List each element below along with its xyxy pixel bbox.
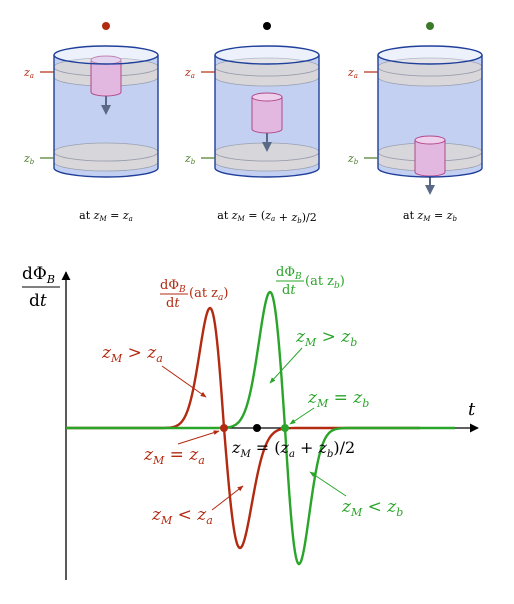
- caption: at zM = za: [79, 209, 133, 223]
- zb-label: zb: [23, 152, 35, 166]
- green-zero-dot: [281, 424, 289, 432]
- svg-text:zM = zb: zM = zb: [307, 388, 369, 410]
- cylinder-3: za zb at zM = zb: [347, 22, 483, 223]
- svg-text:zM < za: zM < za: [151, 505, 213, 527]
- green-curve: [66, 290, 455, 566]
- annotation-red-lt: zM < za: [151, 485, 244, 527]
- green-curve-label: dΦB dt (at zb): [276, 265, 345, 298]
- zb-label: zb: [184, 152, 196, 166]
- svg-text:(at zb): (at zb): [305, 274, 345, 291]
- caption: at zM = (za + zb)/2: [217, 209, 316, 225]
- position-dot: [102, 22, 110, 30]
- svg-text:dΦB: dΦB: [276, 265, 302, 282]
- graph: dΦB dt t dΦB dt (at za) dΦB dt (at zb): [22, 264, 479, 580]
- svg-text:(at za): (at za): [189, 286, 228, 303]
- za-label: za: [23, 66, 34, 80]
- black-mid-dot: [253, 424, 261, 432]
- position-dot: [263, 22, 271, 30]
- svg-text:dΦB: dΦB: [160, 278, 186, 295]
- cylinder-2: za zb at zM = (za + zb)/2: [184, 22, 320, 225]
- svg-text:zM = za: zM = za: [143, 445, 205, 467]
- svg-text:dt: dt: [29, 291, 47, 311]
- svg-text:dt: dt: [282, 283, 296, 298]
- annotation-green-gt: zM > zb: [269, 327, 357, 384]
- annotation-mid: zM = (za + zb)/2: [231, 438, 355, 460]
- svg-text:zM = (za + zb)/2: zM = (za + zb)/2: [231, 438, 355, 460]
- magnet: [251, 96, 283, 134]
- position-dot: [426, 22, 434, 30]
- svg-text:dΦB: dΦB: [22, 264, 55, 286]
- red-zero-dot: [220, 424, 228, 432]
- za-label: za: [184, 66, 195, 80]
- cylinder-1: za zb at zM = za: [23, 22, 159, 223]
- annotation-red-gt: zM > za: [101, 343, 207, 398]
- red-curve-label: dΦB dt (at za): [160, 278, 228, 311]
- svg-text:zM > zb: zM > zb: [295, 327, 357, 349]
- caption: at zM = zb: [403, 209, 457, 223]
- annotation-green-eq: zM = zb: [289, 388, 369, 425]
- svg-text:zM > za: zM > za: [101, 343, 163, 365]
- x-axis-label: t: [468, 399, 476, 420]
- svg-text:dt: dt: [166, 296, 180, 311]
- zb-label: zb: [347, 152, 359, 166]
- y-axis-label: dΦB dt: [22, 264, 60, 311]
- annotation-green-lt: zM < zb: [309, 471, 403, 519]
- magnet: [414, 139, 446, 177]
- magnet: [90, 59, 122, 97]
- annotation-red-eq: zM = za: [143, 430, 220, 467]
- svg-text:zM < zb: zM < zb: [341, 497, 403, 519]
- za-label: za: [347, 66, 358, 80]
